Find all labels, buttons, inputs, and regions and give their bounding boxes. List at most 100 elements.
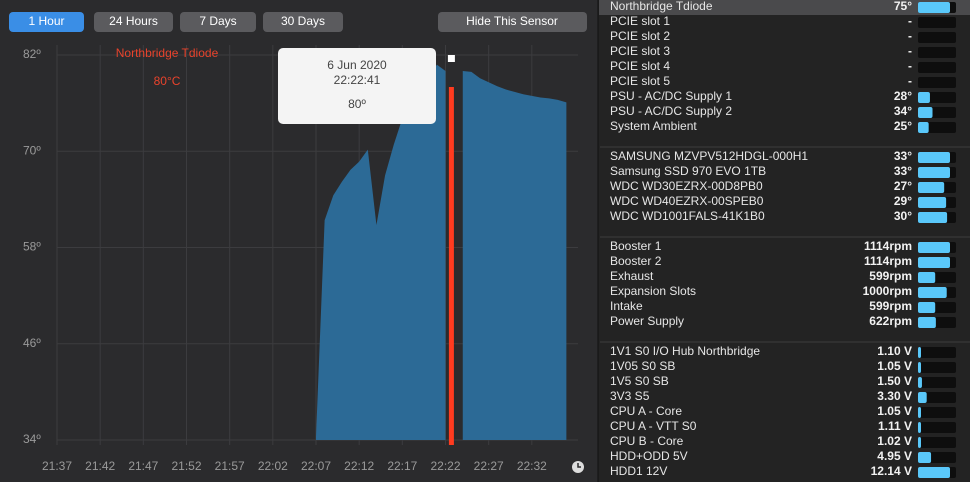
cursor-handle: [447, 55, 455, 62]
tooltip-time: 22:22:41: [334, 73, 381, 87]
sensor-name[interactable]: SAMSUNG MZVPV512HDGL-000H1: [610, 149, 808, 163]
sensor-name[interactable]: Northbridge Tdiode: [610, 0, 713, 13]
tooltip: [278, 48, 436, 124]
range-tab[interactable]: [263, 12, 343, 32]
sensor-value: -: [908, 29, 912, 43]
sensor-name[interactable]: PSU - AC/DC Supply 1: [610, 89, 732, 103]
sensor-bar: [918, 422, 921, 433]
sensor-name[interactable]: PCIE slot 3: [610, 44, 670, 58]
sensor-value: 1.05 V: [877, 359, 912, 373]
sensor-value: 33°: [894, 164, 912, 178]
sensor-name[interactable]: PSU - AC/DC Supply 2: [610, 104, 732, 118]
sensor-panel: [598, 0, 970, 482]
sensor-bar-track: [918, 347, 956, 358]
sensor-value: 25°: [894, 119, 912, 133]
range-tab-label[interactable]: 1 Hour: [28, 14, 64, 28]
sensor-bar: [918, 317, 936, 328]
sensor-bar: [918, 2, 950, 13]
sensor-value: 1.02 V: [877, 434, 912, 448]
sensor-name[interactable]: Booster 1: [610, 239, 662, 253]
sensor-value: 28°: [894, 89, 912, 103]
sensor-name[interactable]: HDD1 12V: [610, 464, 667, 478]
y-tick-label: 34º: [23, 432, 41, 446]
hide-button[interactable]: [438, 12, 587, 32]
sensor-bar: [918, 272, 936, 283]
sensor-name[interactable]: CPU A - VTT S0: [610, 419, 697, 433]
sensor-name[interactable]: Power Supply: [610, 314, 684, 328]
sensor-name[interactable]: 1V5 S0 SB: [610, 374, 669, 388]
range-tab-label[interactable]: 30 Days: [281, 14, 325, 28]
sensor-bar: [918, 377, 922, 388]
sensor-name[interactable]: Booster 2: [610, 254, 662, 268]
range-tab[interactable]: [94, 12, 173, 32]
sensor-bar: [918, 257, 950, 268]
sensor-bar: [918, 182, 945, 193]
sensor-name[interactable]: HDD+ODD 5V: [610, 449, 688, 463]
range-tab-label[interactable]: 24 Hours: [109, 14, 158, 28]
sensor-name[interactable]: 1V1 S0 I/O Hub Northbridge: [610, 344, 760, 358]
sensor-value: 30°: [894, 209, 912, 223]
x-tick-label: 22:12: [344, 459, 374, 473]
tooltip-date: 6 Jun 2020: [327, 58, 387, 72]
sensor-value: 1.11 V: [878, 419, 912, 433]
sensor-bar: [918, 437, 921, 448]
sensor-name[interactable]: WDC WD40EZRX-00SPEB0: [610, 194, 764, 208]
sensor-value: 34°: [894, 104, 912, 118]
sensor-bar-track: [918, 392, 956, 403]
sensor-name[interactable]: PCIE slot 5: [610, 74, 670, 88]
range-tab[interactable]: [180, 12, 256, 32]
sensor-value: 27°: [894, 179, 912, 193]
sensor-value: -: [908, 14, 912, 28]
sensor-name[interactable]: WDC WD30EZRX-00D8PB0: [610, 179, 763, 193]
sensor-bar-track: [918, 77, 956, 88]
sensor-bar: [918, 107, 933, 118]
sensor-name[interactable]: Exhaust: [610, 269, 654, 283]
x-tick-label: 22:07: [301, 459, 331, 473]
sensor-bar: [918, 392, 927, 403]
range-tab[interactable]: [9, 12, 84, 32]
sensor-name[interactable]: Intake: [610, 299, 643, 313]
sensor-name[interactable]: System Ambient: [610, 119, 697, 133]
sensor-bar: [918, 407, 921, 418]
x-tick-label: 22:02: [258, 459, 288, 473]
sensor-name[interactable]: CPU B - Core: [610, 434, 684, 448]
sensor-bar: [918, 197, 947, 208]
sensor-value: -: [908, 59, 912, 73]
sensor-value: 1.05 V: [877, 404, 912, 418]
chart-subtitle: 80°C: [154, 74, 181, 88]
sensor-name[interactable]: PCIE slot 4: [610, 59, 670, 73]
sensor-bar: [918, 152, 950, 163]
selected-row: [599, 0, 970, 15]
sensor-value: 1.50 V: [877, 374, 912, 388]
sensor-bar-track: [918, 377, 956, 388]
sensor-bar: [918, 122, 929, 133]
x-tick-label: 21:52: [171, 459, 201, 473]
sensor-name[interactable]: PCIE slot 2: [610, 29, 670, 43]
sensor-bar: [918, 242, 950, 253]
sensor-value: -: [908, 44, 912, 58]
chart-title: Northbridge Tdiode: [116, 46, 219, 60]
sensor-name[interactable]: Expansion Slots: [610, 284, 696, 298]
y-tick-label: 58º: [23, 240, 41, 254]
x-tick-label: 22:32: [517, 459, 547, 473]
sensor-value: 599rpm: [869, 299, 912, 313]
x-tick-label: 21:37: [42, 459, 72, 473]
sensor-name[interactable]: Samsung SSD 970 EVO 1TB: [610, 164, 766, 178]
sensor-name[interactable]: 1V05 S0 SB: [610, 359, 675, 373]
sensor-name[interactable]: WDC WD1001FALS-41K1B0: [610, 209, 765, 223]
sensor-bar-track: [918, 407, 956, 418]
area: [316, 64, 567, 440]
sensor-value: 1000rpm: [863, 284, 912, 298]
sensor-name[interactable]: PCIE slot 1: [610, 14, 670, 28]
tooltip-value: 80º: [348, 97, 366, 111]
sensor-value: 4.95 V: [877, 449, 912, 463]
sensor-value: 1114rpm: [864, 254, 912, 268]
range-tab-label[interactable]: 7 Days: [199, 14, 236, 28]
x-tick-label: 21:57: [215, 459, 245, 473]
clock-icon[interactable]: [572, 461, 584, 473]
sensor-name[interactable]: 3V3 S5: [610, 389, 650, 403]
hide-button-label[interactable]: Hide This Sensor: [466, 14, 558, 28]
sensor-name[interactable]: CPU A - Core: [610, 404, 682, 418]
